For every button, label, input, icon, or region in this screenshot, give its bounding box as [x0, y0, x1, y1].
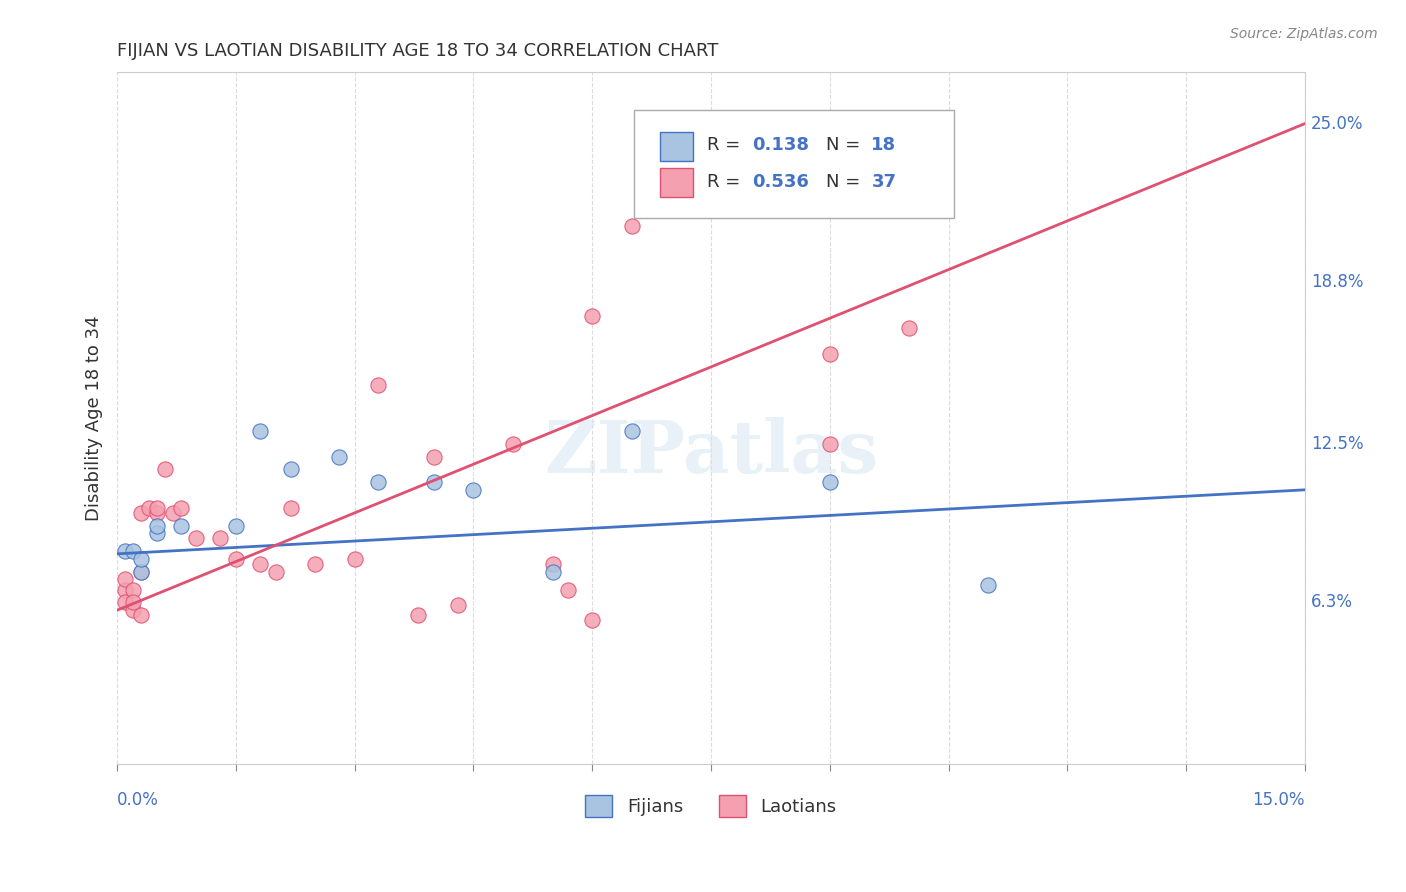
Text: 25.0%: 25.0%	[1310, 115, 1364, 133]
Text: 15.0%: 15.0%	[1253, 791, 1305, 809]
Point	[225, 552, 247, 566]
Point	[122, 582, 145, 597]
Point	[977, 577, 1000, 591]
Point	[162, 506, 184, 520]
Text: R =: R =	[707, 136, 747, 154]
Text: 18: 18	[872, 136, 897, 154]
Point	[264, 565, 287, 579]
Point	[114, 582, 136, 597]
Point	[249, 557, 271, 571]
Point	[620, 424, 643, 438]
Text: N =: N =	[827, 136, 866, 154]
Point	[818, 475, 841, 490]
Point	[146, 506, 169, 520]
Point	[209, 532, 232, 546]
FancyBboxPatch shape	[634, 111, 955, 218]
Bar	[659, 168, 693, 197]
Point	[406, 608, 429, 623]
Point	[423, 475, 446, 490]
Point	[114, 573, 136, 587]
Text: N =: N =	[827, 173, 866, 191]
Point	[446, 598, 468, 612]
Point	[581, 614, 603, 628]
Point	[463, 483, 485, 497]
Point	[129, 608, 152, 623]
Text: 6.3%: 6.3%	[1310, 593, 1353, 612]
Text: 12.5%: 12.5%	[1310, 434, 1364, 453]
Point	[541, 557, 564, 571]
Point	[146, 526, 169, 541]
Point	[122, 603, 145, 617]
Point	[557, 582, 579, 597]
Point	[122, 595, 145, 609]
Point	[620, 219, 643, 233]
Text: FIJIAN VS LAOTIAN DISABILITY AGE 18 TO 34 CORRELATION CHART: FIJIAN VS LAOTIAN DISABILITY AGE 18 TO 3…	[117, 42, 718, 60]
Point	[367, 475, 389, 490]
Text: ZIPatlas: ZIPatlas	[544, 417, 879, 488]
Y-axis label: Disability Age 18 to 34: Disability Age 18 to 34	[86, 315, 103, 521]
Point	[146, 518, 169, 533]
Point	[328, 450, 350, 464]
Point	[502, 436, 524, 450]
Point	[129, 506, 152, 520]
Point	[280, 462, 302, 476]
Point	[367, 377, 389, 392]
Point	[249, 424, 271, 438]
Point	[129, 565, 152, 579]
Point	[423, 450, 446, 464]
Point	[129, 552, 152, 566]
Text: 0.138: 0.138	[752, 136, 810, 154]
Text: Source: ZipAtlas.com: Source: ZipAtlas.com	[1230, 27, 1378, 41]
Point	[169, 518, 191, 533]
Point	[153, 462, 176, 476]
Point	[541, 565, 564, 579]
Text: 0.536: 0.536	[752, 173, 810, 191]
Point	[581, 309, 603, 323]
Point	[146, 500, 169, 515]
Point	[343, 552, 366, 566]
Point	[858, 147, 880, 161]
Text: 0.0%: 0.0%	[117, 791, 159, 809]
Point	[280, 500, 302, 515]
Point	[818, 347, 841, 361]
Point	[897, 321, 920, 335]
Point	[186, 532, 208, 546]
Text: 18.8%: 18.8%	[1310, 274, 1364, 292]
Text: 37: 37	[872, 173, 897, 191]
Point	[304, 557, 326, 571]
Point	[114, 544, 136, 558]
Point	[225, 518, 247, 533]
Bar	[659, 132, 693, 161]
Point	[818, 436, 841, 450]
Text: R =: R =	[707, 173, 747, 191]
Point	[129, 565, 152, 579]
Legend: Fijians, Laotians: Fijians, Laotians	[578, 788, 844, 824]
Point	[114, 595, 136, 609]
Point	[138, 500, 160, 515]
Point	[122, 544, 145, 558]
Point	[169, 500, 191, 515]
